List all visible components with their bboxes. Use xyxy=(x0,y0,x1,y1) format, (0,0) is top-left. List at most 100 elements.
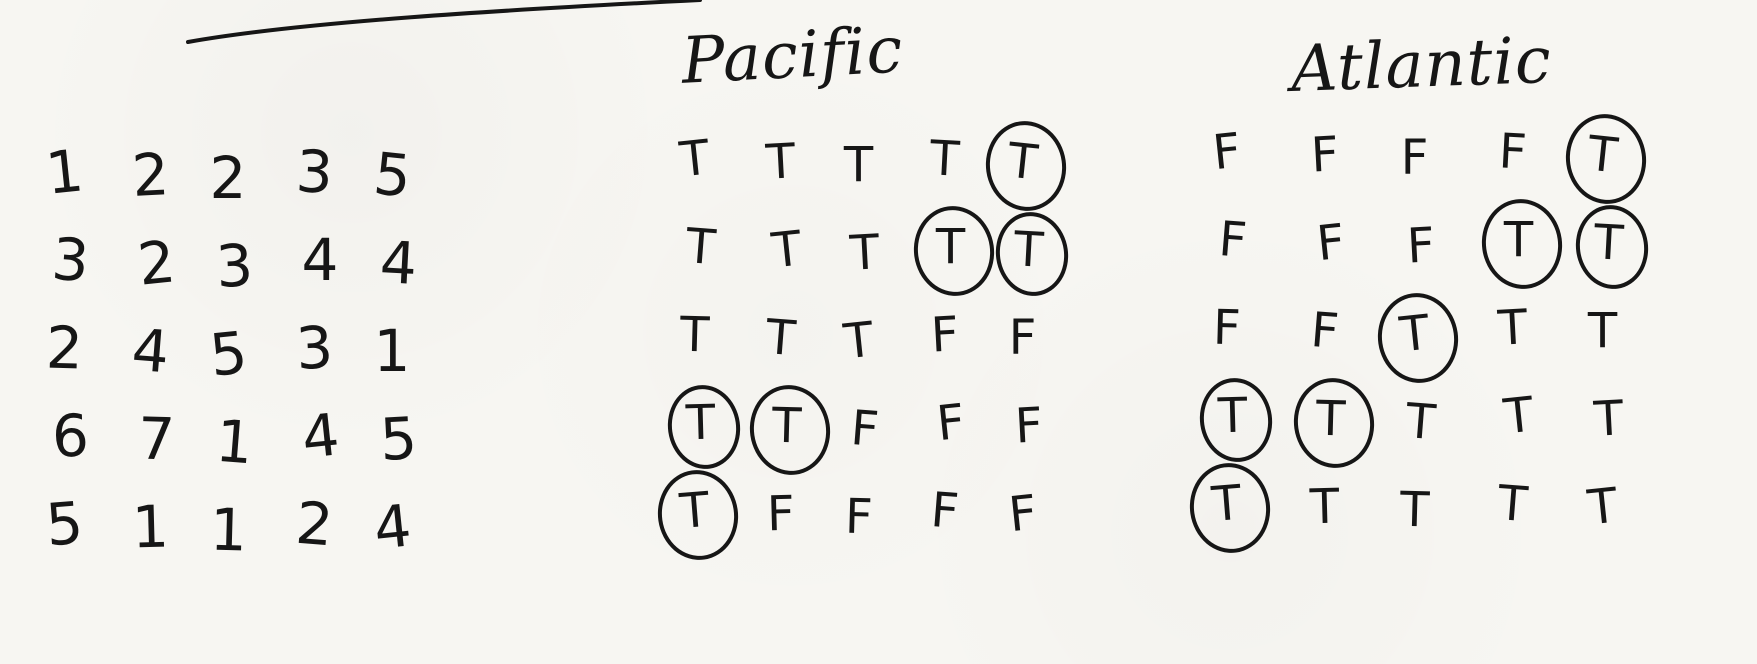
heights-value: 2 xyxy=(129,140,171,210)
atlantic-cell: T xyxy=(1565,118,1639,192)
atlantic-value: T xyxy=(1592,390,1624,448)
atlantic-cell: T xyxy=(1481,379,1555,453)
atlantic-value: T xyxy=(1503,212,1533,268)
heights-cell: 4 xyxy=(355,490,429,564)
heights-value: 5 xyxy=(370,139,414,211)
heights-value: 2 xyxy=(44,313,84,383)
pacific-cell: T xyxy=(985,125,1059,199)
pacific-cell: T xyxy=(821,128,895,202)
atlantic-cell: T xyxy=(1571,206,1645,280)
atlantic-title: Atlantic xyxy=(1289,23,1553,107)
pacific-cell: F xyxy=(743,477,817,551)
heights-cell: 6 xyxy=(33,399,107,473)
pacific-value: F xyxy=(765,485,795,543)
atlantic-cell: F xyxy=(1287,118,1361,192)
atlantic-cell: F xyxy=(1287,294,1361,368)
heights-cell: 4 xyxy=(283,223,357,297)
atlantic-value: T xyxy=(1309,478,1339,536)
atlantic-value: T xyxy=(1399,481,1429,539)
pacific-value: T xyxy=(768,220,804,280)
atlantic-value: T xyxy=(1587,303,1617,359)
pacific-cell: F xyxy=(907,298,981,372)
pacific-value: T xyxy=(1004,132,1040,192)
heights-cell: 4 xyxy=(283,399,357,473)
heights-value: 1 xyxy=(212,406,256,478)
pacific-cell: F xyxy=(985,477,1059,551)
pacific-cell: T xyxy=(749,389,823,463)
atlantic-value: T xyxy=(1496,299,1528,357)
heights-value: 4 xyxy=(370,491,414,563)
pacific-cell: F xyxy=(827,392,901,466)
pacific-cell: T xyxy=(743,301,817,375)
pacific-value: T xyxy=(840,311,876,371)
pacific-value: F xyxy=(928,482,960,540)
pacific-cell: T xyxy=(907,122,981,196)
heights-cell: 3 xyxy=(277,135,351,209)
atlantic-cell: T xyxy=(1475,291,1549,365)
heights-value: 3 xyxy=(293,137,335,207)
pacific-cell: T xyxy=(913,210,987,284)
pacific-cell: T xyxy=(663,210,737,284)
pacific-cell: T xyxy=(657,298,731,372)
pacific-value: T xyxy=(763,308,797,368)
heights-value: 6 xyxy=(50,401,90,471)
pacific-cell: T xyxy=(657,474,731,548)
heights-value: 2 xyxy=(134,227,178,299)
heights-value: 7 xyxy=(136,404,176,474)
pacific-cell: T xyxy=(743,125,817,199)
heights-cell: 5 xyxy=(361,402,435,476)
atlantic-value: F xyxy=(1405,217,1435,275)
heights-value: 1 xyxy=(373,317,411,385)
pacific-cell: F xyxy=(907,474,981,548)
atlantic-value: T xyxy=(1209,474,1243,534)
heights-cell: 7 xyxy=(119,402,193,476)
heights-cell: 5 xyxy=(191,317,265,391)
heights-cell: 2 xyxy=(277,487,351,561)
atlantic-cell: T xyxy=(1481,203,1555,277)
heights-cell: 2 xyxy=(27,311,101,385)
pacific-cell: T xyxy=(657,122,731,196)
heights-value: 4 xyxy=(301,226,339,294)
atlantic-cell: F xyxy=(1475,115,1549,189)
pacific-cell: T xyxy=(821,304,895,378)
heights-value: 2 xyxy=(292,488,336,560)
pacific-value: F xyxy=(929,306,959,364)
atlantic-cell: T xyxy=(1293,382,1367,456)
atlantic-cell: T xyxy=(1377,473,1451,547)
heights-cell: 5 xyxy=(355,138,429,212)
heights-cell: 3 xyxy=(197,229,271,303)
atlantic-cell: F xyxy=(1195,203,1269,277)
heights-cell: 4 xyxy=(361,226,435,300)
heights-cell: 3 xyxy=(33,223,107,297)
atlantic-value: F xyxy=(1313,213,1347,273)
heights-value: 4 xyxy=(128,315,172,387)
atlantic-value: F xyxy=(1216,211,1248,269)
pacific-value: F xyxy=(843,488,873,546)
pacific-cell: F xyxy=(991,389,1065,463)
heights-value: 4 xyxy=(377,228,419,298)
pacific-value: T xyxy=(848,224,880,282)
atlantic-cell: F xyxy=(1377,121,1451,195)
atlantic-value: T xyxy=(1592,214,1624,272)
pacific-title: Pacific xyxy=(679,13,905,99)
atlantic-value: T xyxy=(1584,477,1620,537)
atlantic-value: T xyxy=(1495,474,1529,534)
heights-value: 4 xyxy=(298,400,342,472)
heights-value: 3 xyxy=(293,313,335,383)
atlantic-value: T xyxy=(1584,125,1620,185)
pacific-value: T xyxy=(679,306,709,364)
pacific-value: T xyxy=(843,137,873,193)
atlantic-value: T xyxy=(1217,387,1247,445)
pacific-cell: F xyxy=(985,301,1059,375)
heights-cell: 2 xyxy=(113,138,187,212)
heights-value: 1 xyxy=(130,492,170,562)
heights-cell: 5 xyxy=(27,487,101,561)
heights-cell: 3 xyxy=(277,311,351,385)
atlantic-cell: T xyxy=(1195,379,1269,453)
heights-cell: 1 xyxy=(191,493,265,567)
atlantic-cell: T xyxy=(1475,467,1549,541)
top-stroke xyxy=(186,0,702,44)
atlantic-cell: F xyxy=(1189,115,1263,189)
heights-value: 1 xyxy=(42,136,86,208)
